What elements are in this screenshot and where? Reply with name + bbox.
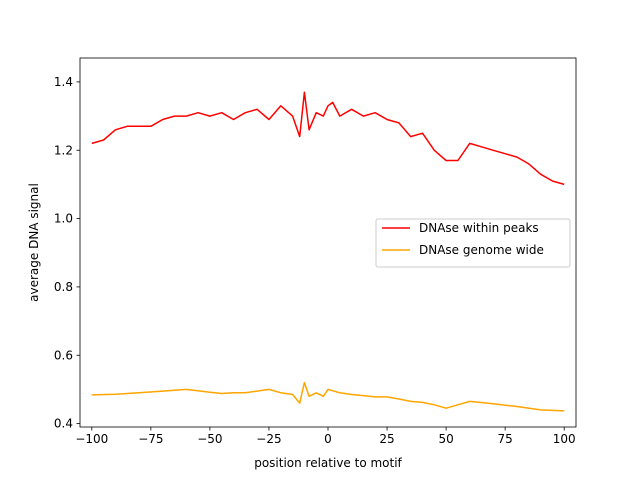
x-axis: −100 −75 −50 −25 0 25 50 75 100 — [75, 427, 576, 446]
series-layer — [91, 91, 565, 412]
x-tick-label: −100 — [75, 432, 108, 446]
legend-label: DNAse within peaks — [419, 221, 539, 235]
x-axis-label: position relative to motif — [254, 456, 402, 470]
legend-box — [375, 218, 571, 268]
y-tick-label: 0.4 — [54, 417, 73, 431]
series-line-2 — [91, 381, 565, 412]
x-tick-label: 50 — [438, 432, 453, 446]
x-tick-label: −25 — [256, 432, 281, 446]
legend: DNAse within peaks DNAse genome wide — [375, 218, 571, 268]
y-axis: 0.4 0.6 0.8 1.0 1.2 1.4 — [54, 75, 80, 431]
x-tick-label: −75 — [138, 432, 163, 446]
x-tick-label: −50 — [197, 432, 222, 446]
x-tick-label: 25 — [379, 432, 394, 446]
y-tick-label: 1.0 — [54, 212, 73, 226]
y-tick-label: 0.6 — [54, 348, 73, 362]
y-tick-label: 1.4 — [54, 75, 73, 89]
x-tick-label: 75 — [498, 432, 513, 446]
legend-label: DNAse genome wide — [419, 243, 544, 257]
y-tick-label: 1.2 — [54, 143, 73, 157]
y-axis-label: average DNA signal — [27, 183, 41, 302]
x-tick-label: 0 — [324, 432, 332, 446]
series-line-1 — [91, 91, 565, 186]
x-tick-label: 100 — [553, 432, 576, 446]
y-tick-label: 0.8 — [54, 280, 73, 294]
